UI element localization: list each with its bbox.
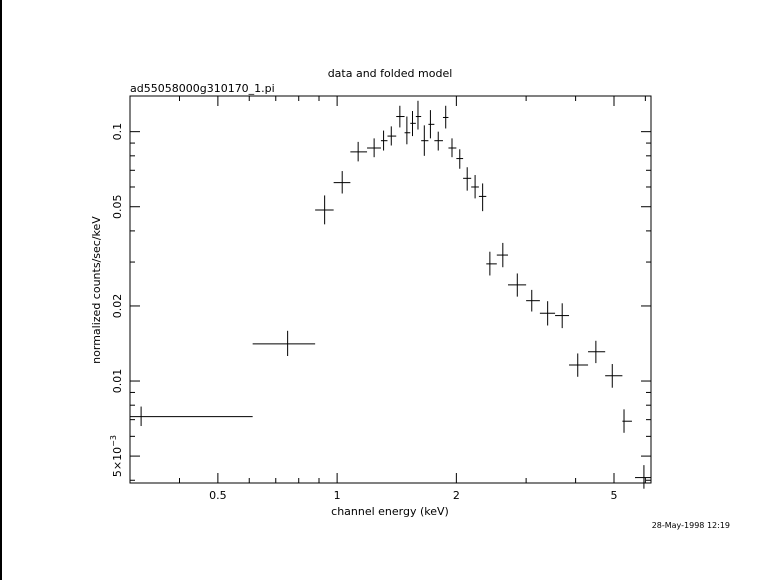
data-point (428, 110, 435, 139)
x-axis-label: channel energy (keV) (331, 505, 449, 518)
y-tick-label: 0.1 (111, 123, 124, 141)
x-tick-label: 2 (453, 489, 460, 502)
data-point (635, 465, 651, 489)
data-point (396, 105, 405, 128)
data-point (367, 138, 381, 158)
data-point (448, 138, 457, 158)
data-point (496, 242, 508, 268)
y-tick-label: 5×10−3 (109, 435, 124, 477)
timestamp: 28-May-1998 12:19 (652, 521, 730, 530)
data-point (456, 149, 464, 169)
data-points (130, 100, 651, 489)
data-point (421, 125, 429, 156)
data-point (622, 409, 632, 433)
chart-subtitle: ad55058000g310170_1.pi (130, 82, 275, 95)
data-point (350, 141, 368, 162)
y-tick-label: 0.05 (111, 194, 124, 219)
window-left-edge (0, 0, 2, 580)
data-point (415, 100, 422, 130)
data-point (486, 251, 497, 276)
data-point (555, 303, 570, 329)
data-point (569, 353, 589, 377)
axes: 0.5 1 2 5 5×10−3 0.01 0.02 0.05 0.1 (109, 96, 651, 502)
y-tick-label: 0.02 (111, 294, 124, 319)
data-point (387, 126, 397, 146)
data-point (404, 116, 411, 145)
chart-title: data and folded model (328, 67, 453, 80)
data-point (252, 330, 316, 356)
data-point (507, 273, 527, 297)
x-tick-label: 0.5 (209, 489, 227, 502)
data-point (526, 289, 540, 312)
data-point (605, 364, 623, 388)
plot-frame (129, 95, 652, 484)
data-point (442, 105, 449, 129)
data-point (410, 111, 416, 137)
data-point (333, 171, 351, 194)
data-point (130, 406, 253, 427)
data-point (588, 340, 606, 364)
y-axis-label: normalized counts/sec/keV (90, 216, 103, 364)
y-tick-label: 0.01 (111, 369, 124, 394)
data-point (539, 301, 556, 326)
data-point (434, 131, 443, 151)
x-tick-label: 5 (610, 489, 617, 502)
y-tick-exponent: −3 (109, 435, 118, 447)
x-tick-label: 1 (334, 489, 341, 502)
data-point (471, 175, 479, 199)
data-point (478, 183, 487, 212)
data-point (463, 167, 472, 191)
data-point (315, 195, 334, 225)
data-point (380, 130, 388, 151)
